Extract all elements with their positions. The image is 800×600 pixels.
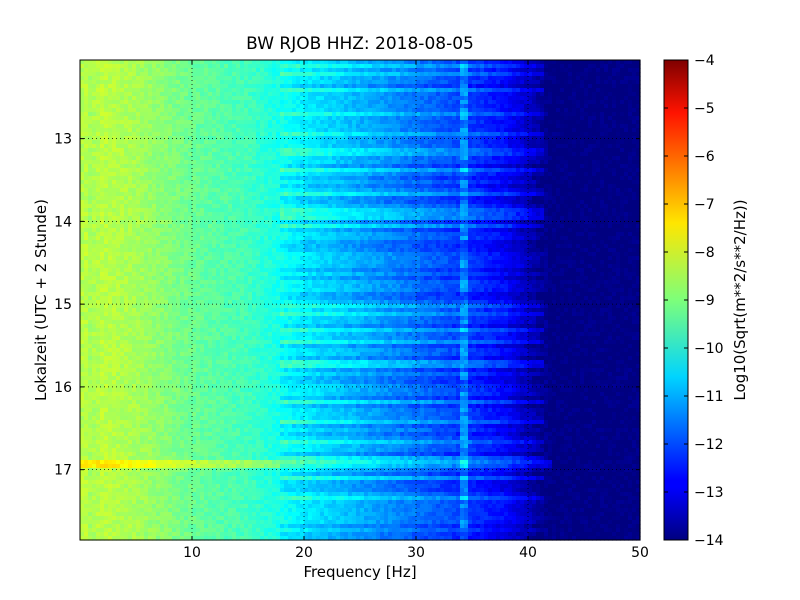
colorbar-tick-label: −13 bbox=[694, 485, 724, 501]
x-tick-label: 40 bbox=[519, 545, 537, 561]
x-axis-label: Frequency [Hz] bbox=[303, 563, 416, 581]
plot-frame bbox=[79, 59, 641, 541]
grid-lines bbox=[80, 60, 640, 540]
colorbar-tick-label: −12 bbox=[694, 437, 724, 453]
x-tick-label: 20 bbox=[295, 545, 313, 561]
x-tick-label: 30 bbox=[407, 545, 425, 561]
colorbar-tick-label: −5 bbox=[694, 101, 715, 117]
colorbar-tick-label: −4 bbox=[694, 53, 715, 69]
colorbar-label: Log10(Sqrt(m**2/s**2/Hz)) bbox=[731, 199, 749, 400]
y-tick-label: 17 bbox=[54, 463, 72, 479]
y-tick-label: 15 bbox=[54, 297, 72, 313]
y-axis: 13 14 15 16 17 bbox=[54, 132, 640, 479]
spectrogram-heatmap bbox=[80, 60, 641, 541]
y-tick-label: 13 bbox=[54, 132, 72, 148]
colorbar-tick-label: −7 bbox=[694, 197, 715, 213]
colorbar-tick-label: −10 bbox=[694, 341, 724, 357]
x-tick-label: 10 bbox=[183, 545, 201, 561]
colorbar-tick-label: −11 bbox=[694, 389, 724, 405]
colorbar-tick-label: −14 bbox=[694, 533, 724, 549]
x-tick-label: 50 bbox=[631, 545, 649, 561]
colorbar-axis: −4 −5 −6 −7 −8 −9 −10 −11 −12 −13 −14 bbox=[664, 53, 724, 549]
colorbar-tick-label: −6 bbox=[694, 149, 715, 165]
x-axis: 10 20 30 40 50 bbox=[183, 60, 649, 561]
colorbar-tick-label: −9 bbox=[694, 293, 715, 309]
y-tick-label: 14 bbox=[54, 214, 72, 230]
chart-title: BW RJOB HHZ: 2018-08-05 bbox=[246, 34, 474, 54]
colorbar-tick-label: −8 bbox=[694, 245, 715, 261]
y-axis-label: Lokalzeit (UTC + 2 Stunde) bbox=[32, 199, 50, 401]
y-tick-label: 16 bbox=[54, 380, 72, 396]
